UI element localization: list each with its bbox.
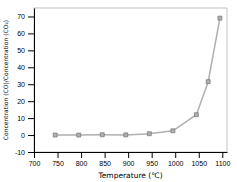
- point: [206, 80, 210, 84]
- y-tick: 30: [17, 81, 34, 88]
- y-tick: 40: [17, 64, 34, 71]
- y-tick-mark: [28, 101, 34, 102]
- y-tick-mark: [28, 118, 34, 119]
- y-tick-mark: [28, 33, 34, 34]
- y-tick-mark: [28, 50, 34, 51]
- y-tick-label: -10: [15, 149, 25, 156]
- x-tick-label: 850: [99, 160, 111, 167]
- x-tick-label: 750: [52, 160, 64, 167]
- y-tick: -10: [15, 149, 34, 156]
- x-tick: 750: [52, 152, 64, 167]
- x-tick-label: 950: [146, 160, 158, 167]
- y-tick: 50: [17, 47, 34, 54]
- y-tick-label: 60: [17, 30, 25, 37]
- x-tick-mark: [58, 152, 59, 158]
- x-tick: 1050: [191, 152, 207, 167]
- y-tick: 20: [17, 98, 34, 105]
- chart: 700 750 800 850 900 950 1000 1050 1100 -10 0 10 20 30…: [0, 0, 237, 182]
- y-tick-mark: [28, 16, 34, 17]
- y-tick-label: 30: [17, 81, 25, 88]
- point: [194, 113, 198, 117]
- y-tick-mark: [28, 84, 34, 85]
- x-tick: 700: [29, 152, 41, 167]
- x-tick-label: 1100: [215, 160, 230, 167]
- y-axis-title: Concentration (CO)/Concentration (CO₂): [2, 20, 9, 140]
- x-tick-mark: [199, 152, 200, 158]
- plot-frame: [34, 8, 227, 152]
- y-tick: 10: [17, 115, 34, 122]
- x-tick-mark: [128, 152, 129, 158]
- x-axis-title: Temperature (℃): [97, 171, 162, 180]
- y-tick-label: 40: [17, 64, 25, 71]
- x-tick-label: 800: [76, 160, 88, 167]
- x-tick: 950: [146, 152, 158, 167]
- point: [77, 133, 81, 137]
- y-axis-line: [34, 9, 35, 153]
- x-tick: 850: [99, 152, 111, 167]
- x-tick-mark: [152, 152, 153, 158]
- point: [147, 132, 151, 136]
- data-layer: [53, 16, 222, 137]
- line: [55, 18, 220, 135]
- y-tick-label: 0: [21, 132, 25, 139]
- point: [218, 16, 222, 20]
- x-tick-mark: [81, 152, 82, 158]
- x-tick-label: 1000: [168, 160, 184, 167]
- y-axis: -10 0 10 20 30 40 50 60 70: [15, 9, 35, 156]
- point: [100, 133, 104, 137]
- y-tick: 70: [17, 13, 34, 20]
- y-tick-mark: [28, 67, 34, 68]
- x-tick-mark: [222, 152, 223, 158]
- y-tick-label: 70: [17, 13, 25, 20]
- x-axis-line: [35, 152, 228, 153]
- point: [171, 129, 175, 133]
- point: [124, 133, 128, 137]
- x-tick: 1100: [215, 152, 230, 167]
- x-axis: 700 750 800 850 900 950 1000 1050 1100: [29, 152, 231, 167]
- y-tick-mark: [28, 135, 34, 136]
- x-tick-mark: [175, 152, 176, 158]
- x-tick-mark: [34, 152, 35, 158]
- y-tick-label: 50: [17, 47, 25, 54]
- y-tick-mark: [28, 152, 34, 153]
- y-tick: 0: [21, 132, 34, 139]
- x-tick: 900: [123, 152, 135, 167]
- x-tick: 1000: [168, 152, 184, 167]
- y-tick-label: 10: [17, 115, 25, 122]
- x-tick-label: 900: [123, 160, 135, 167]
- y-tick-label: 20: [17, 98, 25, 105]
- point: [53, 133, 57, 137]
- x-tick-label: 1050: [191, 160, 207, 167]
- plot: 700 750 800 850 900 950 1000 1050 1100 -10 0 10 20 30…: [2, 8, 230, 180]
- x-tick-mark: [105, 152, 106, 158]
- x-tick: 800: [76, 152, 88, 167]
- y-tick: 60: [17, 30, 34, 37]
- x-tick-label: 700: [29, 160, 41, 167]
